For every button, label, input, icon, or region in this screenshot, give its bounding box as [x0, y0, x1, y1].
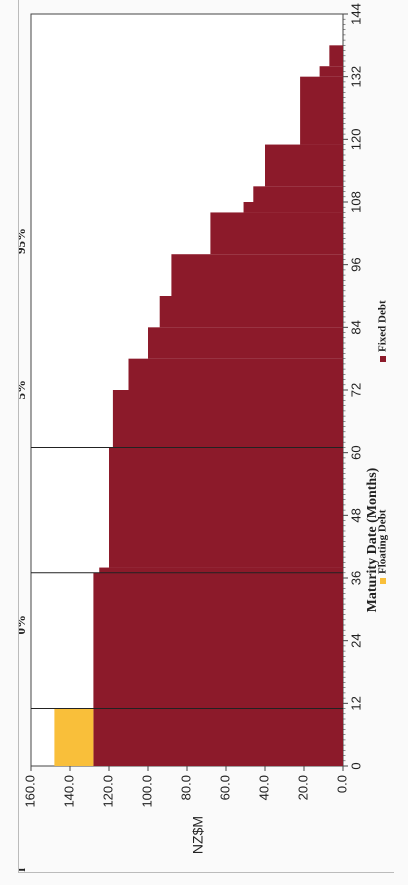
y-tick-label-100.0: 100.0 — [139, 775, 154, 808]
debt-maturity-chart: 0 12 24 36 48 60 72 84 96 108 120 132 144 Maturity Da… — [19, 3, 389, 872]
y-tick-label-120.0: 120.0 — [100, 775, 115, 808]
fixed-debt-bar-5 — [148, 327, 343, 359]
x-tick-label-144: 144 — [348, 3, 363, 25]
y-axis-title: NZ$M — [190, 816, 206, 854]
x-tick-label-84: 84 — [348, 320, 363, 334]
x-tick-label-108: 108 — [348, 191, 363, 213]
fixed-debt-bar-3 — [112, 390, 344, 448]
y-tick-label-160.0: 160.0 — [22, 775, 37, 808]
fixed-debt-bar-6 — [159, 296, 343, 328]
y-tick-label-40.0: 40.0 — [256, 775, 271, 800]
x-tick-label-36: 36 — [348, 571, 363, 585]
fixed-debt-bar-4 — [128, 358, 343, 390]
legend-swatch-fixed-debt — [380, 356, 386, 362]
y-tick-label-20.0: 20.0 — [295, 775, 310, 800]
header-label-1: 0% — [19, 615, 28, 635]
header-label-3: 95% — [19, 228, 28, 254]
header-label-0: Actual — [19, 868, 28, 872]
fixed-debt-bar-1 — [99, 567, 343, 573]
fixed-debt-bar-7 — [171, 254, 343, 296]
fixed-debt-bar-12 — [300, 76, 343, 145]
fixed-debt-bar-14 — [329, 45, 343, 67]
y-tick-label-0.0: 0.0 — [334, 775, 349, 793]
fixed-debt-bar-2 — [109, 447, 343, 568]
x-axis-title: Maturity Date (Months) — [365, 467, 380, 612]
x-tick-label-72: 72 — [348, 383, 363, 397]
fixed-debt-bar-11 — [265, 144, 343, 187]
y-tick-label-140.0: 140.0 — [61, 775, 76, 808]
header-label-2: 5% — [19, 380, 28, 400]
x-tick-label-60: 60 — [348, 445, 363, 459]
x-tick-label-24: 24 — [348, 633, 363, 647]
legend-label-fixed-debt: Fixed Debt — [377, 300, 389, 352]
fixed-debt-bar-0 — [93, 572, 344, 766]
legend-swatch-floating-debt — [380, 578, 386, 584]
x-tick-label-12: 12 — [348, 696, 363, 710]
fixed-debt-bar-9 — [243, 202, 343, 213]
x-tick-label-120: 120 — [348, 128, 363, 150]
x-tick-label-132: 132 — [348, 66, 363, 88]
chart-frame: 0 12 24 36 48 60 72 84 96 108 120 132 144 Maturity Da… — [18, 0, 394, 873]
x-tick-label-48: 48 — [348, 508, 363, 522]
y-tick-label-80.0: 80.0 — [178, 775, 193, 800]
fixed-debt-bar-13 — [319, 66, 343, 77]
fixed-debt-bar-10 — [253, 186, 343, 202]
fixed-debt-bar-8 — [210, 212, 343, 255]
floating-debt-bar-0 — [54, 708, 94, 766]
x-tick-label-0: 0 — [348, 762, 363, 769]
y-tick-label-60.0: 60.0 — [217, 775, 232, 800]
x-tick-label-96: 96 — [348, 257, 363, 271]
legend-label-floating-debt: Floating Debt — [377, 509, 389, 574]
